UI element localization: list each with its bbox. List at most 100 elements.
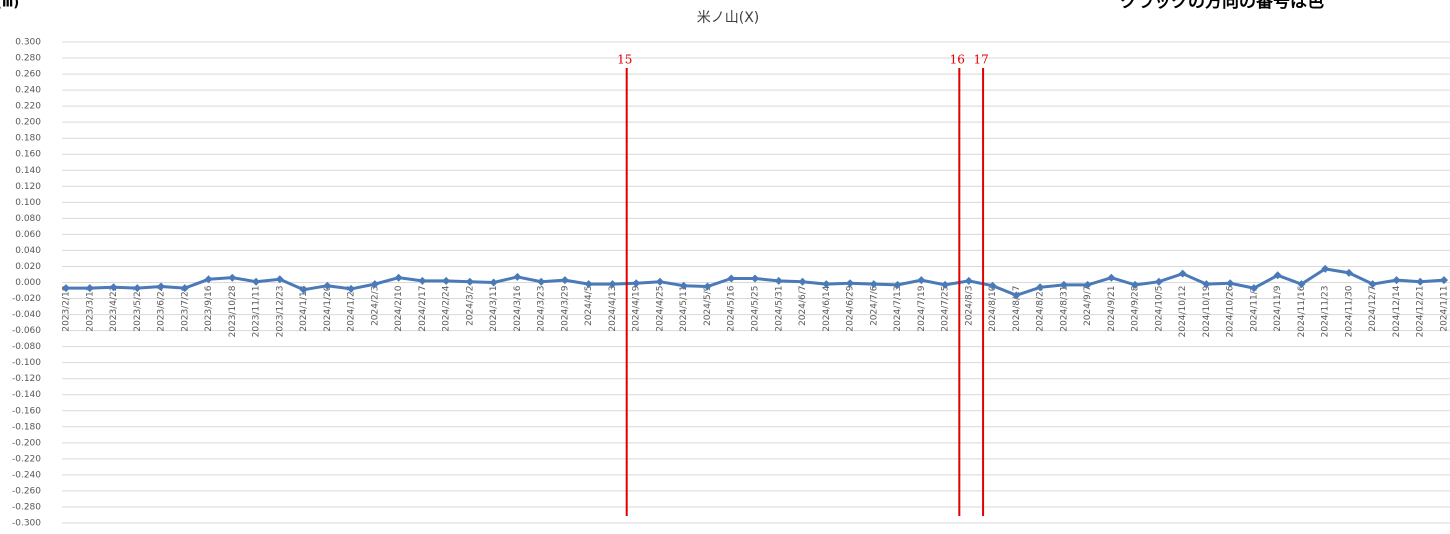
x-tick-label: 2024/2/3 (370, 286, 380, 326)
x-tick-label: 2024/12/7 (1368, 286, 1378, 332)
panel-label: (ⅲ) (0, 0, 19, 11)
data-marker (1416, 277, 1425, 286)
data-marker (1107, 273, 1116, 282)
x-tick-label: 2024/3/29 (560, 285, 570, 331)
data-marker (1083, 280, 1092, 289)
y-tick-label: -0.240 (12, 470, 41, 480)
x-tick-label: 2024/6/29 (846, 285, 856, 331)
x-tick-label: 2024/5/16 (727, 285, 737, 331)
y-tick-label: -0.120 (12, 374, 41, 384)
x-tick-label: 2024/8/17 (1012, 286, 1022, 332)
x-tick-label: 2024/7/13 (893, 286, 903, 332)
data-marker (1202, 280, 1211, 289)
x-tick-label: 2024/2/17 (418, 286, 428, 332)
x-tick-label: 2024/5/11 (679, 286, 689, 332)
data-marker (442, 276, 451, 285)
x-tick-label: 2024/8/23 (1036, 286, 1046, 332)
x-tick-label: 2024/9/21 (1107, 286, 1117, 332)
data-marker (418, 276, 427, 285)
data-marker (846, 279, 855, 288)
data-marker (228, 273, 237, 282)
y-tick-label: 0.080 (15, 214, 41, 224)
y-tick-label: -0.180 (12, 422, 41, 432)
data-marker (798, 277, 807, 286)
annotation-label: 16 (950, 53, 965, 67)
data-marker (62, 284, 70, 293)
x-tick-label: 2023/2/18 (62, 285, 72, 331)
data-marker (1440, 276, 1448, 285)
data-marker (869, 280, 878, 289)
x-tick-label: 2024/10/26 (1226, 285, 1236, 337)
data-marker (917, 276, 926, 285)
data-marker (465, 277, 474, 286)
x-tick-label: 2023/4/22 (109, 286, 119, 332)
x-tick-label: 2024/2/10 (394, 285, 404, 331)
data-marker (703, 282, 712, 291)
y-tick-label: -0.040 (12, 310, 41, 320)
x-tick-label: 2024/4/13 (608, 286, 618, 332)
x-tick-label: 2024/1/20 (323, 285, 333, 331)
y-tick-label: 0.060 (15, 230, 41, 240)
y-tick-label: -0.220 (12, 454, 41, 464)
x-tick-label: 2024/1/11 (1440, 286, 1450, 332)
x-tick-label: 2023/3/11 (85, 286, 95, 332)
x-tick-label: 2024/12/21 (1416, 286, 1426, 338)
data-marker (1273, 271, 1282, 280)
data-marker (347, 284, 356, 293)
y-tick-label: 0.220 (15, 102, 41, 112)
y-tick-label: 0.120 (15, 182, 41, 192)
data-marker (1368, 280, 1377, 289)
data-marker (655, 277, 664, 286)
x-tick-label: 2024/8/31 (1059, 286, 1069, 332)
x-tick-label: 2024/7/6 (869, 285, 879, 326)
data-marker (1344, 268, 1353, 277)
y-tick-label: -0.200 (12, 438, 41, 448)
data-marker (727, 274, 736, 283)
data-marker (394, 273, 403, 282)
x-tick-label: 2024/9/7 (1083, 286, 1093, 326)
data-marker (1226, 279, 1235, 288)
x-tick-label: 2024/10/12 (1178, 286, 1188, 338)
data-marker (1321, 264, 1330, 273)
data-marker (204, 275, 213, 284)
x-tick-label: 2024/5/25 (751, 286, 761, 332)
data-marker (157, 282, 166, 291)
x-tick-label: 2024/2/24 (442, 285, 452, 331)
data-marker (1154, 277, 1163, 286)
data-marker (679, 281, 688, 290)
x-tick-label: 2024/10/19 (1202, 285, 1212, 337)
y-tick-label: -0.080 (12, 342, 41, 352)
x-tick-label: 2023/10/28 (228, 285, 238, 337)
y-tick-label: -0.020 (12, 294, 41, 304)
x-tick-label: 2024/4/5 (584, 286, 594, 326)
y-tick-label: 0.160 (15, 150, 41, 160)
x-tick-label: 2024/3/2 (465, 286, 475, 326)
x-tick-label: 2024/8/10 (988, 285, 998, 331)
data-marker (323, 281, 332, 290)
x-tick-label: 2024/12/14 (1392, 285, 1402, 337)
note-text: クラックの方向の番号は色 (1120, 0, 1324, 12)
data-marker (275, 275, 284, 284)
data-marker (370, 280, 379, 289)
y-tick-label: -0.160 (12, 406, 41, 416)
y-tick-label: 0.200 (15, 118, 41, 128)
data-marker (608, 280, 617, 289)
x-tick-label: 2024/4/25 (655, 286, 665, 332)
x-tick-label: 2023/7/29 (180, 285, 190, 331)
y-tick-label: -0.060 (12, 326, 41, 336)
data-marker (1392, 276, 1401, 285)
annotation-label: 17 (973, 53, 988, 67)
data-marker (133, 284, 142, 293)
chart-title: 米ノ山(X) (697, 10, 760, 26)
y-tick-label: -0.260 (12, 486, 41, 496)
x-tick-label: 2024/3/11 (489, 286, 499, 332)
data-marker (1297, 280, 1306, 289)
x-tick-label: 2024/3/16 (513, 285, 523, 331)
y-tick-label: 0.020 (15, 262, 41, 272)
x-tick-label: 2024/3/23 (537, 286, 547, 332)
x-tick-label: 2024/6/7 (798, 286, 808, 326)
data-marker (1012, 291, 1021, 300)
y-tick-label: 0.180 (15, 134, 41, 144)
x-tick-label: 2024/8/3 (964, 286, 974, 326)
data-marker (109, 283, 118, 292)
